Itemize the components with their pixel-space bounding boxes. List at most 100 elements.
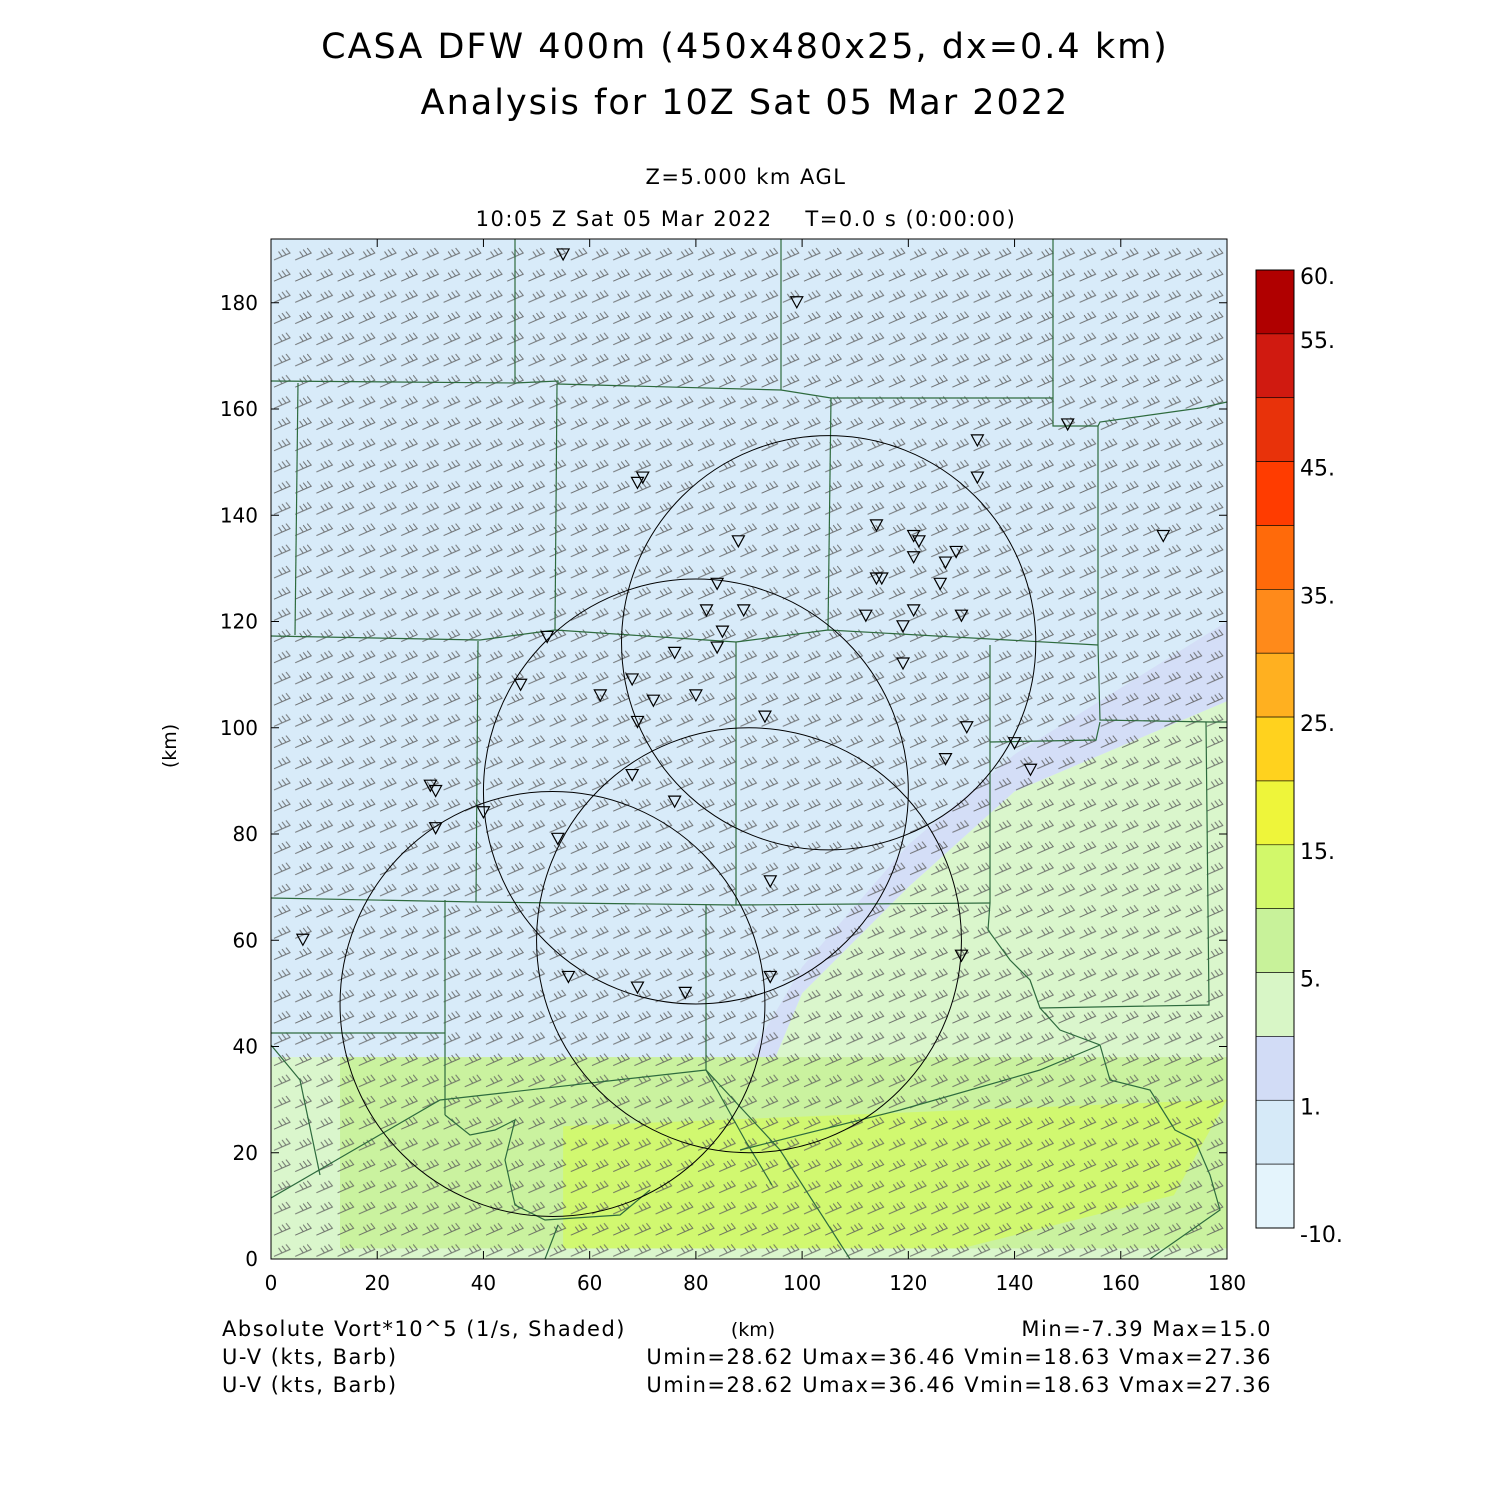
subtitle-level: Z=5.000 km AGL (645, 165, 846, 189)
station-marker (1007, 737, 1022, 750)
station-marker (513, 678, 528, 692)
station-marker (1060, 418, 1075, 432)
station-marker (933, 577, 948, 591)
range-ring (536, 727, 962, 1154)
station-marker (1023, 763, 1038, 777)
station-markers (295, 248, 1171, 1000)
station-marker (688, 689, 703, 703)
x-tick-label: 120 (889, 1271, 927, 1295)
station-marker (667, 646, 682, 660)
colorbar-swatch (1255, 525, 1295, 590)
station-marker (954, 609, 969, 623)
y-tick-label: 60 (233, 928, 258, 952)
station-marker (896, 620, 911, 634)
title-line1: CASA DFW 400m (450x480x25, dx=0.4 km) (321, 27, 1169, 67)
station-marker (970, 471, 985, 485)
station-marker (911, 535, 926, 549)
range-ring (482, 578, 909, 1005)
colorbar-swatch (1255, 1036, 1295, 1101)
x-tick-label: 0 (265, 1271, 278, 1295)
colorbar-swatch (1255, 780, 1295, 846)
colorbar-label: 5. (1300, 968, 1321, 993)
station-marker (678, 986, 693, 1000)
x-tick-label: 180 (1208, 1271, 1246, 1295)
station-marker (646, 694, 661, 708)
colorbar: 60. 55. 45. 35. 25. 15. 5. 1. -10. (1255, 265, 1343, 1248)
station-marker (906, 551, 921, 565)
range-ring (339, 791, 766, 1217)
station-marker (959, 721, 974, 735)
colorbar-label: 60. (1300, 265, 1335, 290)
y-tick-label: 40 (233, 1035, 258, 1059)
station-marker (625, 768, 640, 782)
station-marker (938, 753, 953, 766)
y-axis-label: (km) (159, 724, 181, 768)
station-marker (736, 604, 751, 618)
colorbar-swatch (1255, 589, 1295, 654)
station-marker (593, 689, 608, 703)
radar-range-rings (339, 435, 1037, 1217)
colorbar-label: 45. (1300, 457, 1335, 482)
station-marker (970, 434, 985, 448)
title-line2: Analysis for 10Z Sat 05 Mar 2022 (421, 83, 1070, 123)
y-tick-label: 80 (233, 822, 258, 846)
barb2-label: U-V (kts, Barb) (222, 1373, 398, 1397)
station-marker (630, 715, 645, 729)
colorbar-swatch (1255, 269, 1295, 335)
y-tick-label: 180 (220, 291, 258, 315)
station-marker (428, 784, 443, 798)
colorbar-swatch (1255, 908, 1295, 973)
station-marker (949, 545, 964, 559)
station-marker (561, 970, 576, 984)
x-tick-label: 160 (1102, 1271, 1140, 1295)
station-marker (667, 795, 682, 809)
station-marker (1156, 529, 1171, 543)
station-marker (763, 970, 778, 984)
station-marker (710, 577, 725, 591)
x-axis: 0 20 40 60 80 100 120 140 160 180 (265, 239, 1246, 1295)
x-tick-label: 80 (683, 1271, 708, 1295)
colorbar-label: 1. (1300, 1095, 1321, 1120)
subtitle-time: 10:05 Z Sat 05 Mar 2022 T=0.0 s (0:00:00… (476, 207, 1017, 231)
x-tick-label: 100 (783, 1271, 821, 1295)
field-minmax: Min=-7.39 Max=15.0 (1021, 1317, 1272, 1341)
station-marker (295, 933, 310, 947)
barb1-label: U-V (kts, Barb) (222, 1345, 398, 1369)
colorbar-swatch (1255, 716, 1295, 782)
x-tick-label: 60 (577, 1271, 602, 1295)
station-marker (906, 604, 921, 618)
y-tick-label: 0 (245, 1247, 258, 1271)
station-marker (757, 710, 772, 724)
station-marker (699, 604, 714, 618)
plot-frame (270, 238, 1228, 1260)
colorbar-label: 15. (1300, 840, 1335, 865)
colorbar-swatch (1255, 972, 1295, 1037)
station-marker (938, 556, 953, 570)
colorbar-label: 25. (1300, 712, 1335, 737)
colorbar-swatch (1255, 1163, 1295, 1229)
county-boundaries (271, 239, 1227, 1259)
barb2-stats: Umin=28.62 Umax=36.46 Vmin=18.63 Vmax=27… (646, 1373, 1272, 1397)
station-marker (858, 609, 873, 623)
station-marker (954, 949, 969, 963)
station-marker (715, 625, 730, 639)
x-axis-label: (km) (731, 1319, 775, 1341)
colorbar-label: 35. (1300, 584, 1335, 609)
range-ring (621, 435, 1037, 851)
station-marker (630, 981, 645, 995)
y-tick-label: 120 (220, 610, 258, 634)
y-axis: 0 20 40 60 80 100 120 140 160 180 (220, 291, 1227, 1271)
plot-area (271, 239, 1227, 1259)
colorbar-swatch (1255, 397, 1295, 462)
x-tick-label: 20 (364, 1271, 389, 1295)
colorbar-swatch (1255, 333, 1295, 399)
colorbar-frame (1255, 269, 1295, 1229)
station-marker (763, 875, 778, 889)
station-marker (789, 296, 804, 310)
barb1-stats: Umin=28.62 Umax=36.46 Vmin=18.63 Vmax=27… (646, 1345, 1272, 1369)
station-marker (550, 832, 565, 846)
colorbar-label: -10. (1300, 1223, 1343, 1248)
colorbar-label: 55. (1300, 329, 1335, 354)
station-marker (731, 535, 746, 549)
colorbar-swatch (1255, 461, 1295, 526)
